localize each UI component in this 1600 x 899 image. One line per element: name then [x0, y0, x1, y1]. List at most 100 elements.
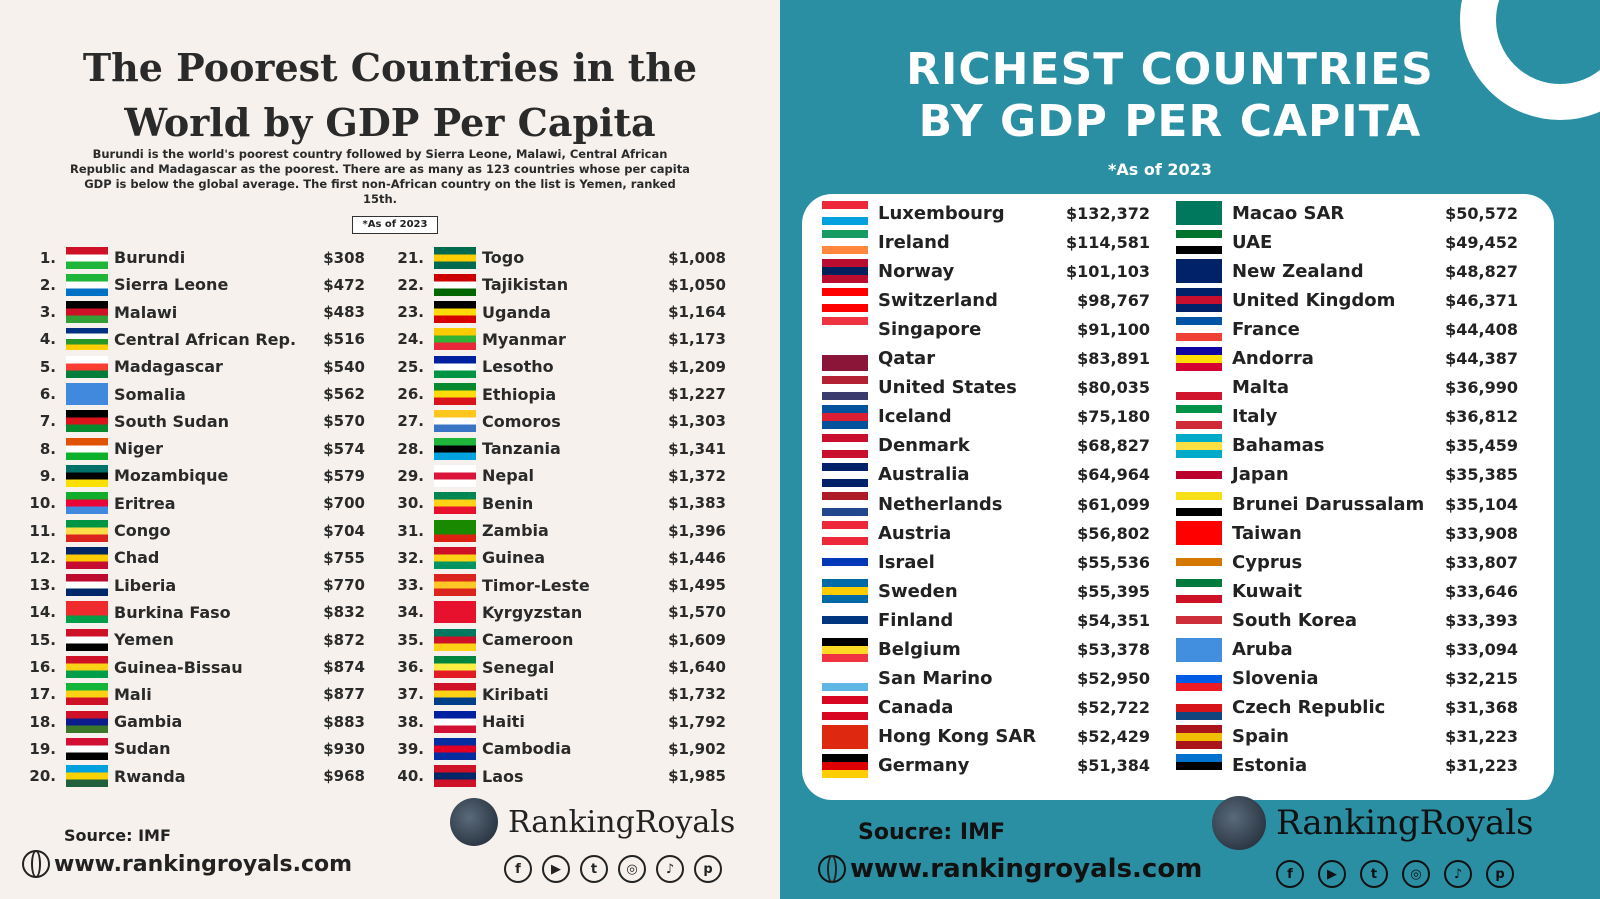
- richest-website[interactable]: www.rankingroyals.com: [818, 854, 1202, 884]
- flag-icon: [1176, 462, 1222, 487]
- country-rank: 26.: [397, 385, 424, 403]
- youtube-icon[interactable]: ▶: [542, 855, 570, 883]
- richest-brand: RankingRoyals: [1212, 796, 1534, 850]
- poorest-country-row: 23. Uganda $1,164: [366, 299, 726, 326]
- country-gdp-value: $930: [323, 739, 365, 758]
- flag-icon: [66, 383, 108, 405]
- country-name: Andorra: [1232, 348, 1314, 369]
- country-name: Bahamas: [1232, 435, 1325, 457]
- tiktok-icon[interactable]: ♪: [656, 855, 684, 883]
- country-name: Netherlands: [878, 493, 1003, 515]
- richest-country-row: Singapore $91,100: [822, 315, 1150, 343]
- flag-icon: [1176, 201, 1222, 225]
- flag-icon: [822, 346, 868, 371]
- country-name: Senegal: [482, 657, 555, 677]
- richest-country-row: Andorra $44,387: [1176, 345, 1518, 373]
- country-name: United States: [878, 377, 1017, 399]
- poorest-country-row: 18. Gambia $883: [20, 708, 365, 735]
- country-rank: 1.: [39, 248, 56, 267]
- richest-country-row: San Marino $52,950: [822, 665, 1150, 693]
- country-rank: 34.: [397, 603, 424, 622]
- country-gdp-value: $50,572: [1445, 203, 1518, 223]
- flag-icon: [66, 464, 108, 487]
- country-rank: 36.: [397, 658, 424, 676]
- country-gdp-value: $35,459: [1445, 436, 1518, 456]
- country-gdp-value: $52,950: [1077, 669, 1150, 689]
- country-name: Australia: [878, 464, 970, 486]
- twitter-icon[interactable]: t: [1360, 860, 1388, 888]
- flag-icon: [1176, 550, 1222, 575]
- richest-country-row: Denmark $68,827: [822, 432, 1150, 460]
- flag-icon: [822, 753, 868, 778]
- instagram-icon[interactable]: ◎: [1402, 860, 1430, 888]
- facebook-icon[interactable]: f: [504, 855, 532, 883]
- poorest-country-row: 8. Niger $574: [20, 435, 365, 462]
- flag-icon: [822, 579, 868, 604]
- twitter-icon[interactable]: t: [580, 855, 608, 883]
- country-name: Austria: [878, 522, 952, 544]
- country-gdp-value: $52,429: [1077, 727, 1150, 747]
- country-name: Macao SAR: [1232, 202, 1345, 224]
- country-name: Yemen: [114, 630, 174, 650]
- country-name: Chad: [114, 548, 160, 568]
- country-rank: 15.: [29, 630, 56, 649]
- richest-title-line2: BY GDP PER CAPITA: [918, 96, 1422, 147]
- country-name: Iceland: [878, 406, 952, 428]
- instagram-icon[interactable]: ◎: [618, 855, 646, 883]
- country-gdp-value: $1,640: [668, 658, 726, 676]
- poorest-website[interactable]: www.rankingroyals.com: [22, 850, 352, 878]
- country-name: Guinea-Bissau: [114, 657, 243, 677]
- country-rank: 17.: [29, 685, 56, 704]
- poorest-country-row: 2. Sierra Leone $472: [20, 271, 365, 298]
- flag-icon: [1176, 404, 1222, 429]
- flag-icon: [822, 201, 868, 225]
- country-name: Benin: [482, 493, 534, 513]
- country-name: Finland: [878, 609, 954, 631]
- poorest-description: Burundi is the world's poorest country f…: [70, 147, 690, 206]
- flag-icon: [1176, 433, 1222, 458]
- tiktok-icon[interactable]: ♪: [1444, 860, 1472, 888]
- richest-country-row: Australia $64,964: [822, 461, 1150, 489]
- flag-icon: [434, 246, 476, 269]
- flag-icon: [434, 765, 476, 788]
- country-gdp-value: $36,990: [1445, 378, 1518, 398]
- country-gdp-value: $968: [323, 767, 365, 786]
- country-name: San Marino: [878, 668, 993, 690]
- country-gdp-value: $755: [323, 548, 365, 567]
- flag-icon: [1176, 666, 1222, 691]
- country-rank: 9.: [39, 466, 56, 485]
- country-rank: 18.: [29, 712, 56, 731]
- country-name: Comoros: [482, 411, 561, 431]
- country-gdp-value: $32,215: [1445, 669, 1518, 689]
- country-rank: 14.: [29, 603, 56, 622]
- country-rank: 12.: [29, 548, 56, 567]
- country-gdp-value: $1,396: [668, 521, 726, 540]
- country-gdp-value: $36,812: [1445, 407, 1518, 427]
- richest-country-row: United States $80,035: [822, 374, 1150, 402]
- country-gdp-value: $1,164: [668, 303, 726, 322]
- country-gdp-value: $52,722: [1077, 698, 1150, 718]
- flag-icon: [434, 519, 476, 542]
- pinterest-icon[interactable]: p: [1486, 860, 1514, 888]
- poorest-country-row: 27. Comoros $1,303: [366, 408, 726, 435]
- country-gdp-value: $883: [323, 712, 365, 731]
- country-gdp-value: $98,767: [1077, 290, 1150, 310]
- country-name: Aruba: [1232, 639, 1293, 660]
- pinterest-icon[interactable]: p: [694, 855, 722, 883]
- poorest-country-row: 6. Somalia $562: [20, 381, 365, 408]
- poorest-country-row: 14. Burkina Faso $832: [20, 599, 365, 626]
- country-name: Nepal: [482, 466, 534, 486]
- country-gdp-value: $574: [323, 439, 365, 458]
- poorest-title: The Poorest Countries in the World by GD…: [82, 45, 698, 145]
- richest-country-row: Canada $52,722: [822, 694, 1150, 722]
- country-gdp-value: $91,100: [1077, 319, 1150, 339]
- country-name: Rwanda: [114, 766, 186, 786]
- flag-icon: [434, 383, 476, 405]
- country-gdp-value: $562: [323, 385, 365, 403]
- country-gdp-value: $54,351: [1077, 610, 1150, 630]
- youtube-icon[interactable]: ▶: [1318, 860, 1346, 888]
- flag-icon: [822, 724, 868, 749]
- country-name: Cyprus: [1232, 551, 1303, 573]
- facebook-icon[interactable]: f: [1276, 860, 1304, 888]
- poorest-as-of: *As of 2023: [352, 216, 438, 234]
